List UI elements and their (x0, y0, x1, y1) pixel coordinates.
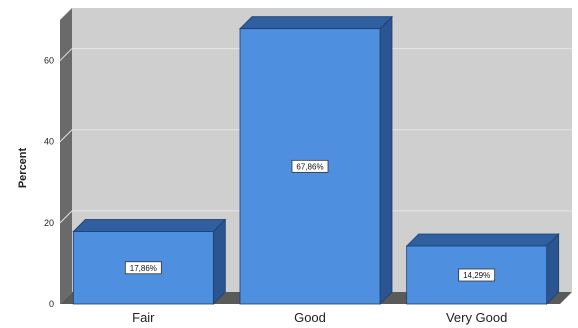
data-label: 14,29% (463, 271, 490, 280)
data-label-box (291, 159, 329, 173)
y-tick-label: 0 (49, 299, 54, 309)
gridline-side (59, 129, 73, 143)
plot-left-wall (60, 8, 72, 304)
bar-top (405, 233, 560, 247)
bar-top (239, 16, 393, 30)
x-category-label: Good (294, 310, 326, 325)
y-tick-label: 40 (44, 137, 54, 147)
x-axis-categories: Fair Good Very Good (132, 310, 507, 325)
bar-side (212, 218, 226, 305)
y-axis-ticks: 0 20 40 60 (44, 56, 54, 309)
x-category-label: Fair (132, 310, 155, 325)
data-label: 67,86% (296, 162, 323, 171)
data-label: 17,86% (130, 264, 157, 273)
bar-top (72, 219, 227, 232)
x-category-label: Very Good (446, 310, 507, 325)
gridline-side (59, 48, 73, 61)
y-tick-label: 20 (44, 218, 54, 228)
bars: 17,86% 67,86% 14,29% (72, 15, 560, 305)
gridline-side (59, 210, 73, 224)
y-tick-label: 60 (44, 56, 54, 66)
data-label-box (458, 268, 496, 282)
y-axis-title: Percent (17, 147, 29, 188)
bar-side (379, 15, 393, 305)
data-label-box (124, 261, 162, 275)
